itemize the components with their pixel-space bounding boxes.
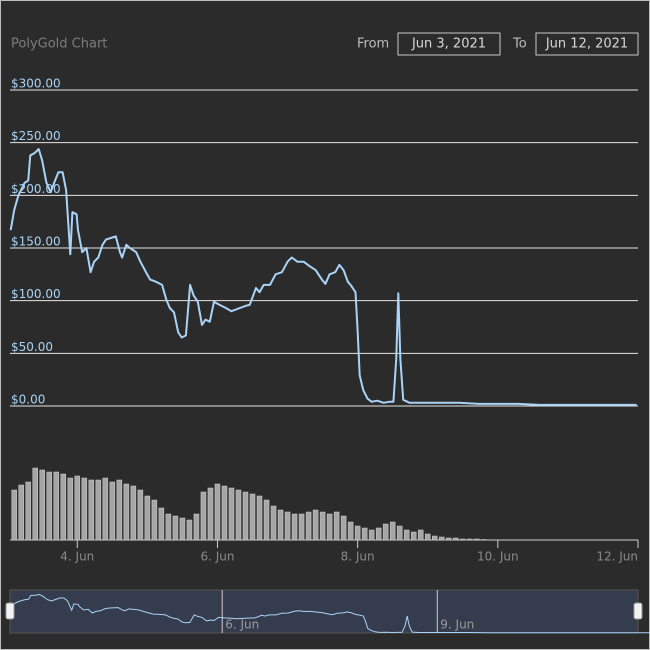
to-label: To xyxy=(512,37,527,52)
volume-bar xyxy=(424,533,431,541)
x-tick-label: 12. Jun xyxy=(596,550,638,564)
volume-bar xyxy=(123,483,130,541)
volume-bar xyxy=(95,479,102,541)
volume-bar xyxy=(18,484,24,541)
volume-bar xyxy=(53,471,60,541)
volume-bar xyxy=(481,539,487,541)
volume-bar xyxy=(165,513,172,541)
navigator-tick-label: 6. Jun xyxy=(225,618,259,632)
volume-bar xyxy=(305,511,312,541)
volume-bar xyxy=(186,519,193,541)
volume-bar xyxy=(11,489,17,541)
volume-bar xyxy=(340,515,347,541)
volume-bar xyxy=(179,517,186,541)
x-tick-label: 6. Jun xyxy=(200,550,234,564)
volume-bar xyxy=(151,499,158,541)
volume-bar xyxy=(347,521,354,541)
volume-bar xyxy=(396,525,403,541)
volume-bar xyxy=(439,536,445,541)
navigator-line xyxy=(10,593,650,634)
y-tick-label: $300.00 xyxy=(11,77,61,91)
y-tick-label: $150.00 xyxy=(11,235,61,249)
volume-bar xyxy=(193,513,200,541)
volume-bar xyxy=(474,538,480,541)
price-line xyxy=(9,148,637,406)
volume-bar xyxy=(263,499,270,541)
volume-bar xyxy=(228,487,235,541)
volume-bar xyxy=(312,509,319,541)
volume-bar xyxy=(277,509,284,541)
volume-bar xyxy=(460,538,466,541)
volume-bar xyxy=(214,483,221,541)
volume-bar xyxy=(368,529,375,541)
volume-bar xyxy=(298,513,305,541)
volume-bar xyxy=(361,527,368,541)
from-date[interactable]: Jun 3, 2021 xyxy=(411,37,486,52)
volume-bar xyxy=(39,469,45,541)
from-input[interactable] xyxy=(397,32,501,56)
volume-bar xyxy=(403,529,410,541)
volume-bar xyxy=(88,479,95,541)
volume-bar xyxy=(431,535,438,541)
y-tick-label: $0.00 xyxy=(11,393,45,407)
y-tick-label: $250.00 xyxy=(11,129,61,143)
volume-bar xyxy=(256,495,263,541)
volume-bar xyxy=(249,493,256,541)
volume-bar xyxy=(446,537,452,541)
y-tick-label: $50.00 xyxy=(11,340,53,354)
navigator-tick-label: 9. Jun xyxy=(440,618,474,632)
volume-bar xyxy=(144,495,151,541)
to-date[interactable]: Jun 12, 2021 xyxy=(545,37,628,52)
volume-bar xyxy=(291,513,298,541)
from-label: From xyxy=(357,37,389,52)
volume-bar xyxy=(270,505,277,541)
volume-bar xyxy=(242,491,249,541)
volume-bar xyxy=(172,515,179,541)
volume-bar xyxy=(453,537,459,541)
volume-bar xyxy=(81,477,88,541)
navigator[interactable] xyxy=(9,589,639,634)
x-tick-label: 8. Jun xyxy=(341,550,375,564)
volume-bar xyxy=(333,511,340,541)
volume-bar xyxy=(102,477,109,541)
volume-bar xyxy=(158,507,165,541)
volume-bar xyxy=(200,491,207,541)
volume-bar xyxy=(326,513,333,541)
y-tick-label: $100.00 xyxy=(11,287,61,301)
volume-bar xyxy=(410,531,417,541)
volume-bar xyxy=(46,471,52,541)
volume-bar xyxy=(74,475,81,541)
volume-bar xyxy=(60,473,67,541)
volume-bar xyxy=(67,477,74,541)
x-tick-label: 4. Jun xyxy=(60,550,94,564)
volume-bar xyxy=(417,529,424,541)
chart-title: PolyGold Chart xyxy=(11,37,107,52)
volume-bar xyxy=(130,485,137,541)
volume-bar xyxy=(382,523,389,541)
to-input[interactable] xyxy=(535,32,639,56)
volume-bar xyxy=(354,525,361,541)
volume-bar xyxy=(467,538,473,541)
volume-bar xyxy=(319,511,326,541)
volume-bar xyxy=(207,487,214,541)
volume-bar xyxy=(375,527,382,541)
volume-bar xyxy=(389,521,396,541)
volume-bar xyxy=(137,489,144,541)
x-tick-label: 10. Jun xyxy=(477,550,519,564)
volume-bar xyxy=(284,511,291,541)
navigator-handle[interactable] xyxy=(633,602,643,620)
navigator-handle[interactable] xyxy=(5,602,15,620)
volume-bar xyxy=(116,479,123,541)
volume-bar xyxy=(109,481,116,541)
volume-bar xyxy=(235,489,242,541)
volume-bar xyxy=(25,481,31,541)
volume-bar xyxy=(32,467,38,541)
volume-bar xyxy=(221,485,228,541)
